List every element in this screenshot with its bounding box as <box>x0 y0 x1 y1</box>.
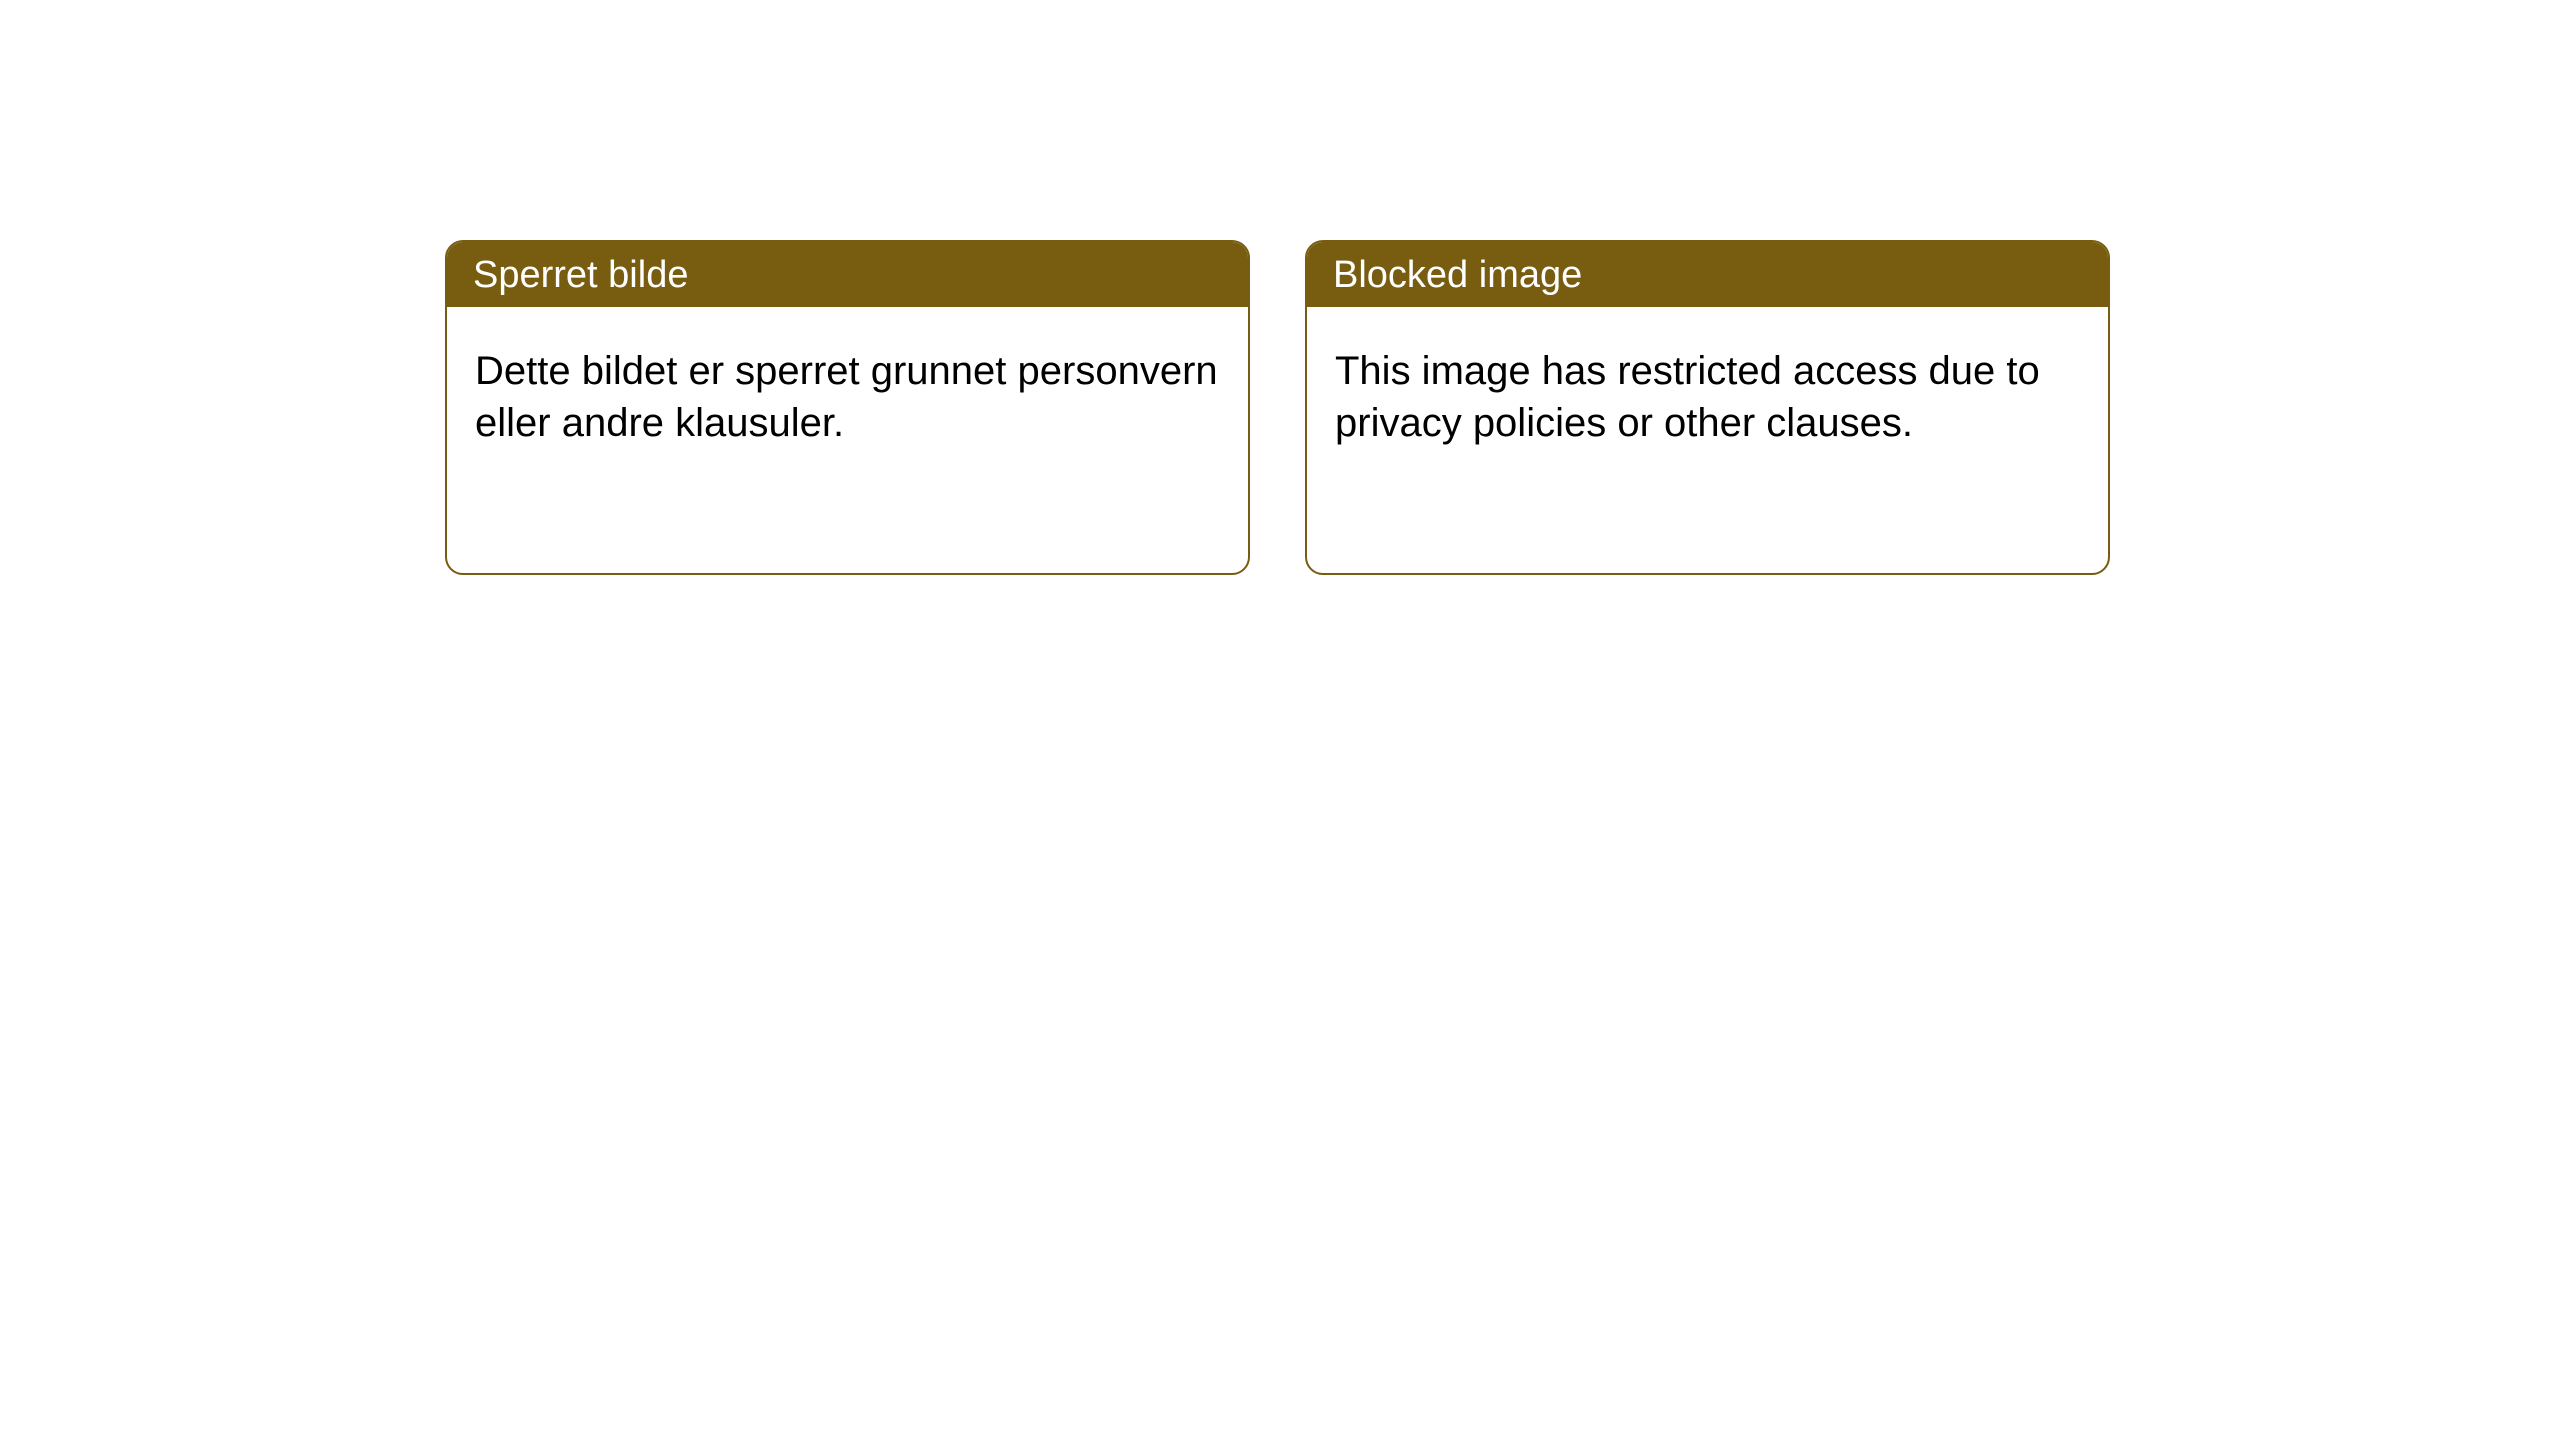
notice-title: Blocked image <box>1307 242 2108 307</box>
notice-title: Sperret bilde <box>447 242 1248 307</box>
notice-card-english: Blocked image This image has restricted … <box>1305 240 2110 575</box>
notice-body: Dette bildet er sperret grunnet personve… <box>447 307 1248 477</box>
notice-container: Sperret bilde Dette bildet er sperret gr… <box>0 0 2560 575</box>
notice-card-norwegian: Sperret bilde Dette bildet er sperret gr… <box>445 240 1250 575</box>
notice-body: This image has restricted access due to … <box>1307 307 2108 477</box>
